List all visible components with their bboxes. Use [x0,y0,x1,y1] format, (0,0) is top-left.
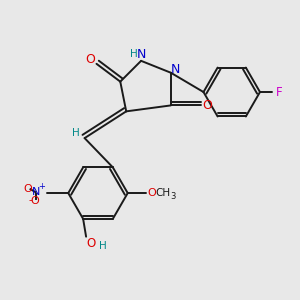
Text: N: N [32,187,40,197]
Text: H: H [99,241,106,250]
Text: O: O [30,196,39,206]
Text: O: O [148,188,157,197]
Text: H: H [72,128,80,138]
Text: 3: 3 [170,193,176,202]
Text: O: O [85,52,95,66]
Text: O: O [202,99,212,112]
Text: F: F [276,85,283,98]
Text: +: + [38,182,45,191]
Text: O: O [23,184,32,194]
Text: N: N [136,48,146,62]
Text: O: O [87,237,96,250]
Text: N: N [171,63,180,76]
Text: CH: CH [156,188,171,197]
Text: H: H [130,49,137,59]
Text: -: - [29,196,32,206]
